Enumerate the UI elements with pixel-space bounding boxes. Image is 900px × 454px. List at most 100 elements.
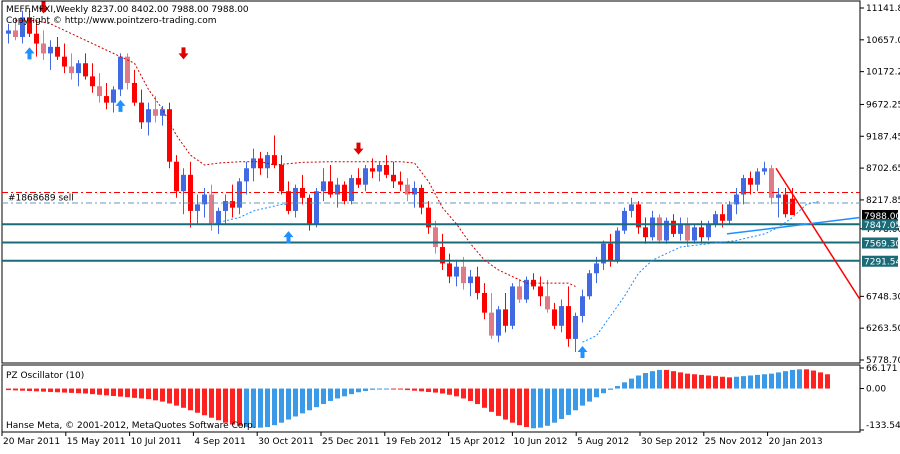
- candle[interactable]: [342, 184, 347, 202]
- sell-arrow-icon[interactable]: [353, 142, 364, 155]
- candle[interactable]: [608, 243, 613, 261]
- candle[interactable]: [405, 184, 410, 195]
- candle[interactable]: [13, 30, 18, 37]
- candle[interactable]: [307, 197, 312, 225]
- candle[interactable]: [118, 56, 123, 90]
- candle[interactable]: [209, 194, 214, 225]
- candle[interactable]: [188, 174, 193, 211]
- candle[interactable]: [335, 184, 340, 195]
- candle[interactable]: [755, 171, 760, 185]
- candle[interactable]: [300, 187, 305, 198]
- candle[interactable]: [776, 194, 781, 198]
- candle[interactable]: [713, 214, 718, 225]
- candle[interactable]: [671, 220, 676, 234]
- candle[interactable]: [279, 164, 284, 192]
- candle[interactable]: [573, 315, 578, 339]
- candle[interactable]: [384, 164, 389, 175]
- candle[interactable]: [146, 109, 151, 123]
- candle[interactable]: [293, 187, 298, 211]
- candle[interactable]: [160, 109, 165, 116]
- candle[interactable]: [41, 43, 46, 54]
- candle[interactable]: [321, 181, 326, 192]
- candle[interactable]: [734, 194, 739, 205]
- candle[interactable]: [517, 286, 522, 300]
- candle[interactable]: [475, 276, 480, 293]
- candle[interactable]: [622, 210, 627, 231]
- trendline-blue[interactable]: [726, 216, 861, 235]
- candle[interactable]: [510, 286, 515, 326]
- candle[interactable]: [251, 158, 256, 169]
- candle[interactable]: [174, 161, 179, 192]
- candle[interactable]: [468, 276, 473, 284]
- candle[interactable]: [727, 204, 732, 221]
- candle[interactable]: [580, 296, 585, 316]
- order-label[interactable]: #1868689 sell: [8, 194, 74, 204]
- candle[interactable]: [692, 227, 697, 241]
- candle[interactable]: [6, 30, 11, 34]
- candle[interactable]: [496, 309, 501, 336]
- candle[interactable]: [237, 181, 242, 208]
- candle[interactable]: [27, 17, 32, 34]
- candle[interactable]: [440, 247, 445, 264]
- candle[interactable]: [594, 263, 599, 274]
- candle[interactable]: [97, 86, 102, 97]
- candle[interactable]: [125, 56, 130, 83]
- candle[interactable]: [34, 33, 39, 44]
- candle[interactable]: [398, 181, 403, 185]
- candle[interactable]: [552, 309, 557, 326]
- candle[interactable]: [328, 181, 333, 195]
- candle[interactable]: [783, 194, 788, 215]
- price-tag[interactable]: [862, 219, 898, 231]
- candle[interactable]: [139, 102, 144, 123]
- buy-arrow-icon[interactable]: [115, 99, 126, 112]
- candle[interactable]: [181, 174, 186, 192]
- candle[interactable]: [503, 309, 508, 326]
- candle[interactable]: [216, 210, 221, 225]
- candle[interactable]: [349, 178, 354, 202]
- buy-arrow-icon[interactable]: [577, 346, 588, 359]
- trendline-red[interactable]: [775, 167, 861, 300]
- candle[interactable]: [272, 155, 277, 165]
- candle[interactable]: [356, 178, 361, 185]
- candle[interactable]: [762, 168, 767, 172]
- candle[interactable]: [230, 201, 235, 208]
- candle[interactable]: [699, 227, 704, 238]
- candle[interactable]: [132, 82, 137, 103]
- candle[interactable]: [790, 198, 795, 215]
- candle[interactable]: [223, 201, 228, 211]
- candle[interactable]: [587, 273, 592, 297]
- sell-arrow-icon[interactable]: [38, 1, 49, 14]
- candle[interactable]: [48, 46, 53, 54]
- candle[interactable]: [83, 63, 88, 77]
- candle[interactable]: [615, 230, 620, 261]
- candle[interactable]: [566, 306, 571, 339]
- candle[interactable]: [482, 292, 487, 313]
- candle[interactable]: [461, 266, 466, 284]
- candle[interactable]: [545, 296, 550, 310]
- candle[interactable]: [62, 56, 67, 67]
- candle[interactable]: [76, 63, 81, 74]
- candle[interactable]: [629, 204, 634, 211]
- price-pane[interactable]: [1, 0, 861, 364]
- candle[interactable]: [55, 46, 60, 57]
- candle[interactable]: [153, 109, 158, 116]
- price-tag[interactable]: [862, 255, 898, 267]
- candle[interactable]: [636, 204, 641, 228]
- candle[interactable]: [664, 220, 669, 241]
- candle[interactable]: [69, 66, 74, 74]
- candle[interactable]: [90, 76, 95, 87]
- candle[interactable]: [748, 178, 753, 185]
- candle[interactable]: [601, 243, 606, 264]
- candle[interactable]: [433, 227, 438, 248]
- candle[interactable]: [202, 194, 207, 205]
- candle[interactable]: [559, 306, 564, 326]
- candle[interactable]: [314, 191, 319, 225]
- candle[interactable]: [167, 109, 172, 162]
- candle[interactable]: [538, 286, 543, 297]
- candle[interactable]: [244, 168, 249, 182]
- buy-arrow-icon[interactable]: [24, 47, 35, 60]
- candle[interactable]: [265, 155, 270, 169]
- price-tag[interactable]: [862, 237, 898, 249]
